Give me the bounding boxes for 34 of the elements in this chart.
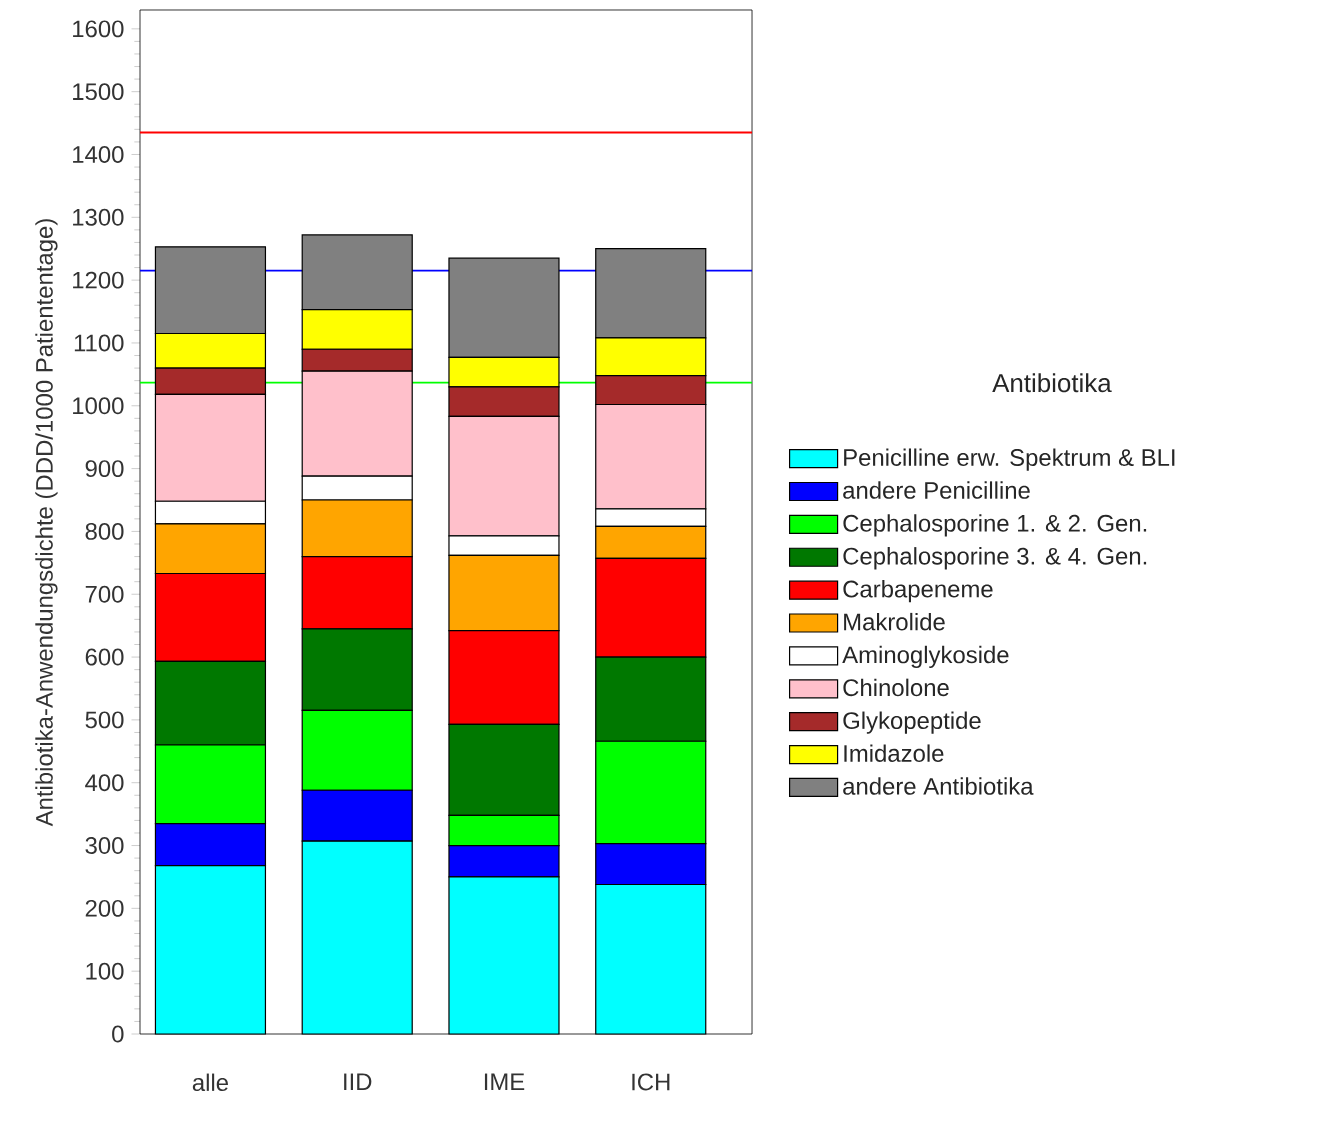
legend-label: andere Penicilline [843,481,1030,499]
legend-label: Chinolone [843,678,949,697]
legend-label: Aminoglykoside [842,645,1009,669]
legend-label: Glykopeptide [843,711,981,734]
legend-label: Cephalosporine 3. & 4. Gen. [843,547,1147,570]
y-tick-label: 400 [85,774,124,792]
y-tick-label: 1200 [73,271,124,289]
y-tick-label: 800 [85,522,124,540]
x-tick-label: ICH [632,1073,670,1091]
y-tick-label: 1300 [73,208,124,226]
legend-label: Imidazole [844,744,944,762]
legend-label: Penicilline erw. Spektrum & BLI [844,448,1175,471]
y-tick-label: 1500 [73,83,124,101]
y-tick-label: 900 [85,460,124,478]
y-tick-label: 0 [112,1025,124,1043]
legend-label: Cephalosporine 1. & 2. Gen. [843,514,1147,537]
y-tick-label: 600 [85,648,124,666]
y-tick-label: 500 [85,711,124,729]
x-tick-label: alle [192,1073,228,1092]
y-tick-label: 200 [85,899,124,917]
y-tick-label: 100 [86,962,124,980]
y-tick-label: 1100 [74,334,124,352]
y-tick-label: 700 [85,585,124,603]
legend-label: andere Antibiotika [843,777,1034,795]
y-tick-label: 1400 [73,146,124,163]
legend-title: Antibiotika [992,373,1112,393]
legend-label: Makrolide [844,612,945,631]
legend-label: Carbapeneme [843,580,993,603]
y-tick-label: 300 [85,837,124,854]
y-tick-label: 1000 [73,397,124,415]
y-tick-label: 1600 [73,20,124,38]
x-tick-label: IME [484,1073,525,1090]
x-tick-label: IID [344,1073,372,1090]
y-axis-title: Antibiotika-Anwendungsdichte (DDD/1000 Patiententage) [35,219,58,827]
